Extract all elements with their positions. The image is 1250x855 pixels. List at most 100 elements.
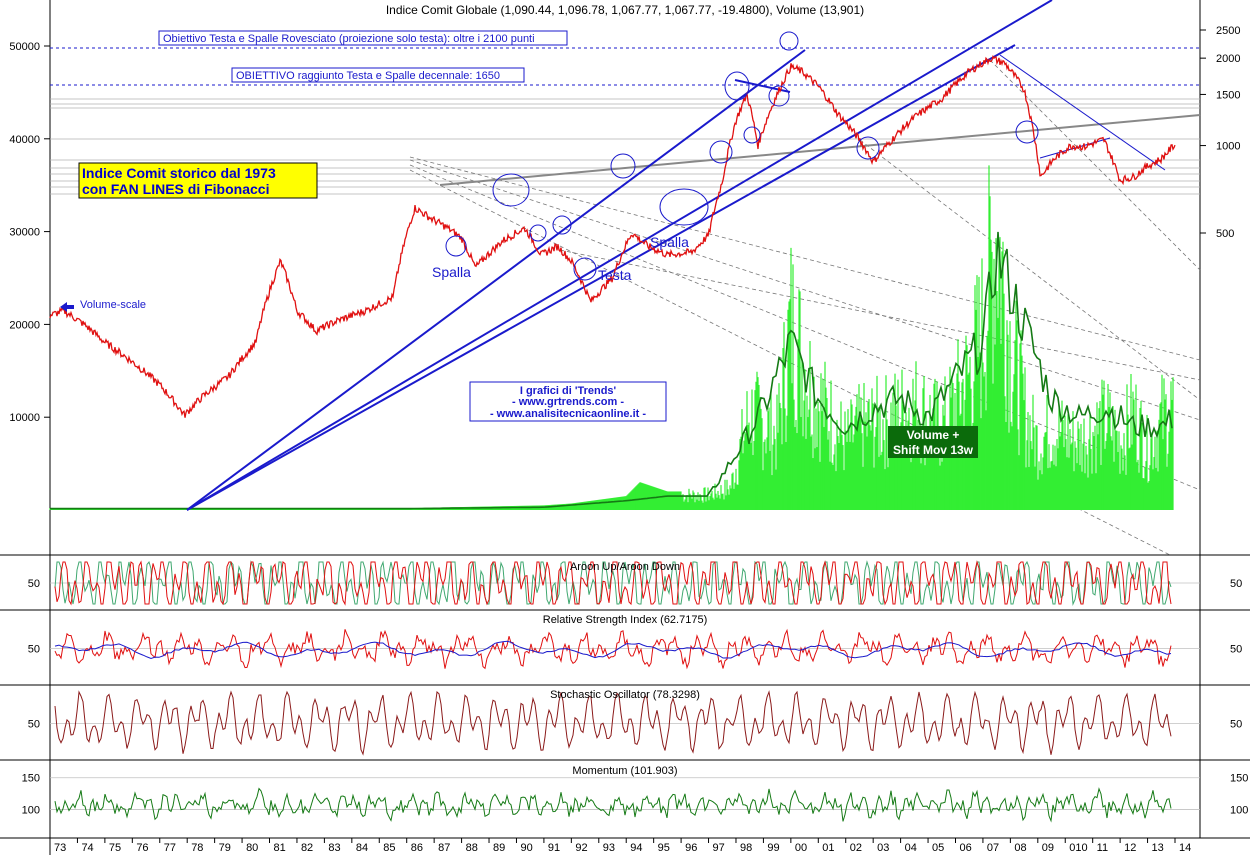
indicator-tick-label: 150	[22, 773, 40, 785]
x-tick-label: 87	[438, 842, 450, 854]
x-tick-label: 11	[1097, 842, 1108, 854]
headline-box	[78, 162, 318, 199]
x-tick-label: 97	[713, 842, 725, 854]
target-box-2-frame	[231, 67, 525, 83]
target-box-2: OBIETTIVO raggiunto Testa e Spalle decen…	[236, 70, 500, 82]
fib-dashed-line	[409, 156, 1201, 361]
indicator-tick-label: 50	[28, 644, 40, 656]
x-tick-label: 78	[191, 842, 203, 854]
momentum-title: Momentum (101.903)	[572, 765, 677, 777]
x-tick-label: 92	[575, 842, 587, 854]
x-tick-label: 81	[274, 842, 286, 854]
indicator-tick-label: 150	[1230, 773, 1248, 785]
x-tick-label: 09	[1042, 842, 1054, 854]
target-box-1: Obiettivo Testa e Spalle Rovesciato (pro…	[163, 33, 535, 45]
volume-moving-average	[50, 231, 1173, 510]
indicator-tick-label: 50	[28, 719, 40, 731]
aroon-down-series	[54, 560, 1172, 606]
x-tick-label: 12	[1124, 842, 1136, 854]
stochastic-title: Stochastic Oscillator (78.3298)	[550, 689, 700, 701]
fan-line	[186, 44, 1016, 511]
volume-layer	[49, 165, 1174, 510]
x-tick-label: 91	[548, 842, 560, 854]
trends-line-1: I grafici di 'Trends'	[520, 385, 617, 397]
trend-segment	[999, 54, 1166, 171]
volume-label-line-1: Volume +	[907, 428, 960, 442]
axes-text: 5000040000300002000010000250020001500100…	[9, 25, 1240, 854]
indicator-tick-label: 100	[1230, 805, 1248, 817]
x-tick-label: 01	[822, 842, 834, 854]
volume-tick-label: 20000	[9, 319, 40, 331]
x-tick-label: 00	[795, 842, 807, 854]
price-tick-label: 1000	[1216, 141, 1240, 153]
pattern-circle	[709, 140, 733, 164]
indicator-tick-label: 50	[1230, 719, 1242, 731]
chart-title: Indice Comit Globale (1,090.44, 1,096.78…	[386, 3, 864, 17]
pattern-circle	[573, 257, 597, 281]
x-tick-label: 98	[740, 842, 752, 854]
rsi-average-series	[54, 640, 1172, 660]
pattern-circles	[445, 31, 1039, 281]
volume-tick-label: 30000	[9, 227, 40, 239]
fan-line	[186, 0, 1053, 511]
volume-label-line-2: Shift Mov 13w	[893, 443, 974, 457]
x-tick-label: 77	[164, 842, 176, 854]
x-tick-label: 03	[877, 842, 889, 854]
testa-label: Testa	[598, 267, 632, 283]
x-tick-label: 86	[411, 842, 423, 854]
pattern-circle	[768, 85, 790, 107]
volume-scale-label: Volume-scale	[80, 299, 146, 311]
volume-label-box	[888, 426, 978, 458]
x-tick-label: 05	[932, 842, 944, 854]
indicator-tick-label: 50	[1230, 578, 1242, 590]
pattern-circle	[1015, 120, 1039, 144]
x-tick-label: 89	[493, 842, 505, 854]
fib-dashed-line	[559, 249, 1201, 381]
price-tick-label: 500	[1216, 228, 1234, 240]
pattern-circle	[492, 173, 530, 207]
price-layer	[49, 55, 1176, 418]
trends-line-2: - www.grtrends.com -	[512, 396, 624, 408]
aroon-up-series	[54, 560, 1172, 606]
rsi-series	[54, 628, 1172, 670]
pattern-circle	[659, 188, 709, 226]
fib-dashed-line	[409, 159, 1201, 421]
x-tick-label: 85	[383, 842, 395, 854]
momentum-series	[54, 787, 1172, 823]
x-tick-label: 75	[109, 842, 121, 854]
x-tick-label: 14	[1179, 842, 1191, 854]
volume-tick-label: 10000	[9, 412, 40, 424]
price-tick-label: 2000	[1216, 53, 1240, 65]
indicator-tick-label: 100	[22, 805, 40, 817]
indicator-tick-label: 50	[28, 578, 40, 590]
pattern-circle	[529, 224, 547, 242]
x-tick-label: 95	[658, 842, 670, 854]
pattern-circle	[724, 71, 750, 101]
neckline	[439, 114, 1201, 186]
fan-line	[186, 49, 806, 511]
x-tick-label: 80	[246, 842, 258, 854]
x-tick-label: 90	[520, 842, 532, 854]
fib-dashed-line	[409, 164, 1201, 491]
x-tick-label: 08	[1014, 842, 1026, 854]
x-tick-label: 73	[54, 842, 66, 854]
headline-line-2: con FAN LINES di Fibonacci	[82, 181, 269, 197]
x-tick-label: 96	[685, 842, 697, 854]
spalla-right-label: Spalla	[650, 234, 689, 250]
volume-tick-label: 50000	[9, 41, 40, 53]
indicator-panels: 50 50 50 50 50 50 150 150 100 100	[22, 560, 1248, 823]
pattern-circle	[743, 126, 761, 144]
x-tick-label: 07	[987, 842, 999, 854]
x-tick-label: 84	[356, 842, 368, 854]
rsi-title: Relative Strength Index (62.7175)	[543, 614, 708, 626]
x-tick-label: 76	[136, 842, 148, 854]
price-tick-label: 1500	[1216, 89, 1240, 101]
x-tick-label: 83	[328, 842, 340, 854]
x-tick-label: 13	[1152, 842, 1164, 854]
x-tick-label: 74	[81, 842, 93, 854]
pattern-circle	[779, 31, 799, 51]
headline-line-1: Indice Comit storico dal 1973	[82, 165, 276, 181]
x-tick-label: 04	[905, 842, 917, 854]
